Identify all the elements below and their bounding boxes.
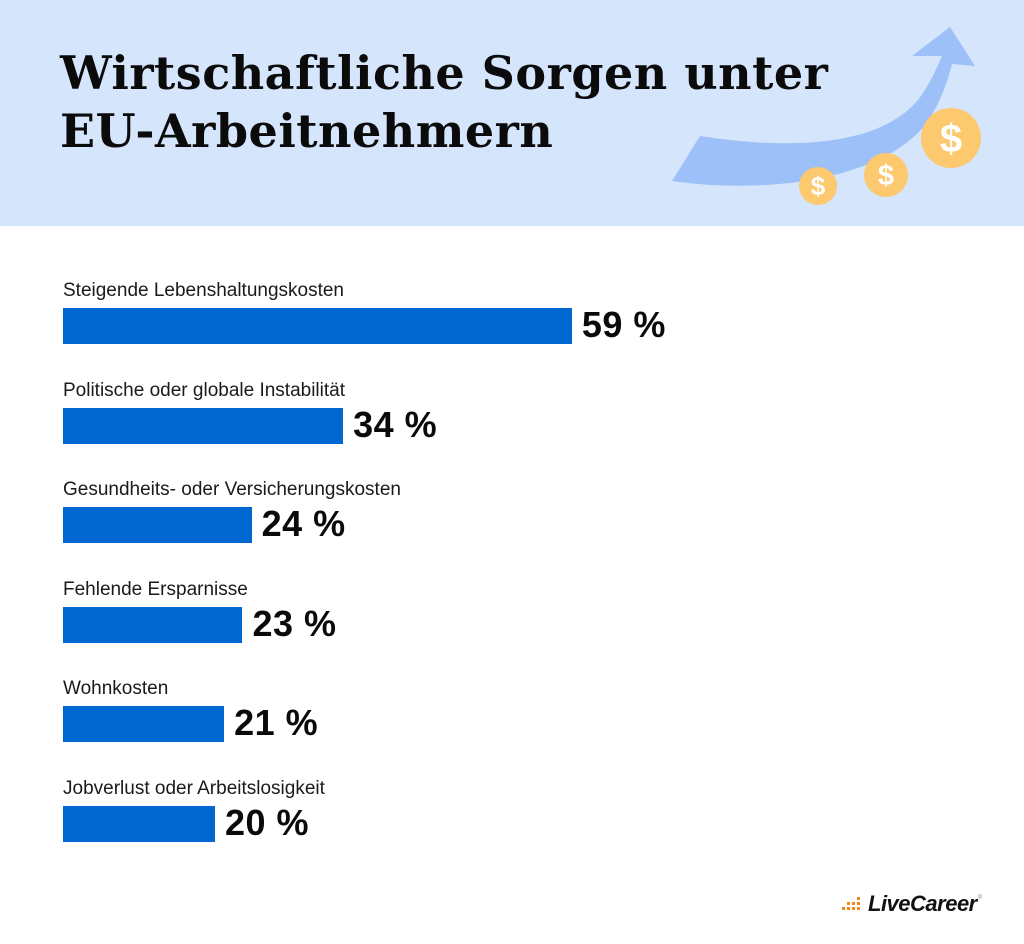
logo-registered-mark: ®	[977, 895, 983, 901]
bar-chart: Steigende Lebenshaltungskosten 59 % Politi…	[0, 226, 1024, 886]
value-label: 23 %	[252, 602, 337, 644]
bar	[63, 507, 252, 544]
category-label: Jobverlust oder Arbeitslosigkeit	[63, 778, 325, 799]
livecareer-logo: LiveCareer ®	[842, 891, 982, 917]
category-label: Wohnkosten	[63, 678, 169, 700]
chart-row: Gesundheits- oder Versicherungskosten 24 …	[63, 479, 963, 579]
logo-mark-icon	[842, 897, 864, 911]
category-label: Steigende Lebenshaltungskosten	[63, 280, 345, 301]
value-label: 34 %	[353, 403, 438, 445]
bar	[63, 407, 344, 444]
value-label: 21 %	[234, 702, 319, 744]
category-label: Fehlende Ersparnisse	[63, 578, 248, 600]
title-line-1: Wirtschaftliche Sorgen unter	[60, 46, 829, 100]
dollar-coin-icon: $	[921, 108, 981, 168]
category-label: Gesundheits- oder Versicherungskosten	[63, 479, 401, 501]
chart-row: Steigende Lebenshaltungskosten 59 %	[63, 280, 963, 380]
bar	[63, 806, 215, 842]
svg-text:$: $	[940, 117, 962, 161]
value-label: 59 %	[581, 304, 666, 345]
dollar-coin-icon: $	[864, 153, 908, 197]
growth-illustration: $ $ $	[672, 27, 981, 205]
page-title: Wirtschaftliche Sorgen unter EU-Arbeitne…	[60, 44, 828, 160]
header-banner: Wirtschaftliche Sorgen unter EU-Arbeitne…	[0, 0, 1024, 226]
chart-row: Politische oder globale Instabilität 34 %	[63, 380, 963, 480]
value-label: 24 %	[261, 503, 346, 545]
svg-text:$: $	[811, 171, 826, 201]
bar	[63, 606, 243, 643]
bar	[63, 706, 225, 743]
svg-text:$: $	[878, 160, 894, 192]
chart-row: Jobverlust oder Arbeitslosigkeit 20 %	[63, 778, 963, 878]
logo-text: LiveCareer	[868, 891, 977, 916]
trend-up-arrow-icon	[672, 27, 975, 186]
dollar-coin-icon: $	[799, 167, 837, 205]
chart-row: Wohnkosten 21 %	[63, 678, 963, 778]
bar	[63, 308, 572, 344]
category-label: Politische oder globale Instabilität	[63, 379, 346, 401]
value-label: 20 %	[225, 802, 310, 843]
title-line-2: EU-Arbeitnehmern	[60, 104, 554, 158]
chart-row: Fehlende Ersparnisse 23 %	[63, 579, 963, 679]
